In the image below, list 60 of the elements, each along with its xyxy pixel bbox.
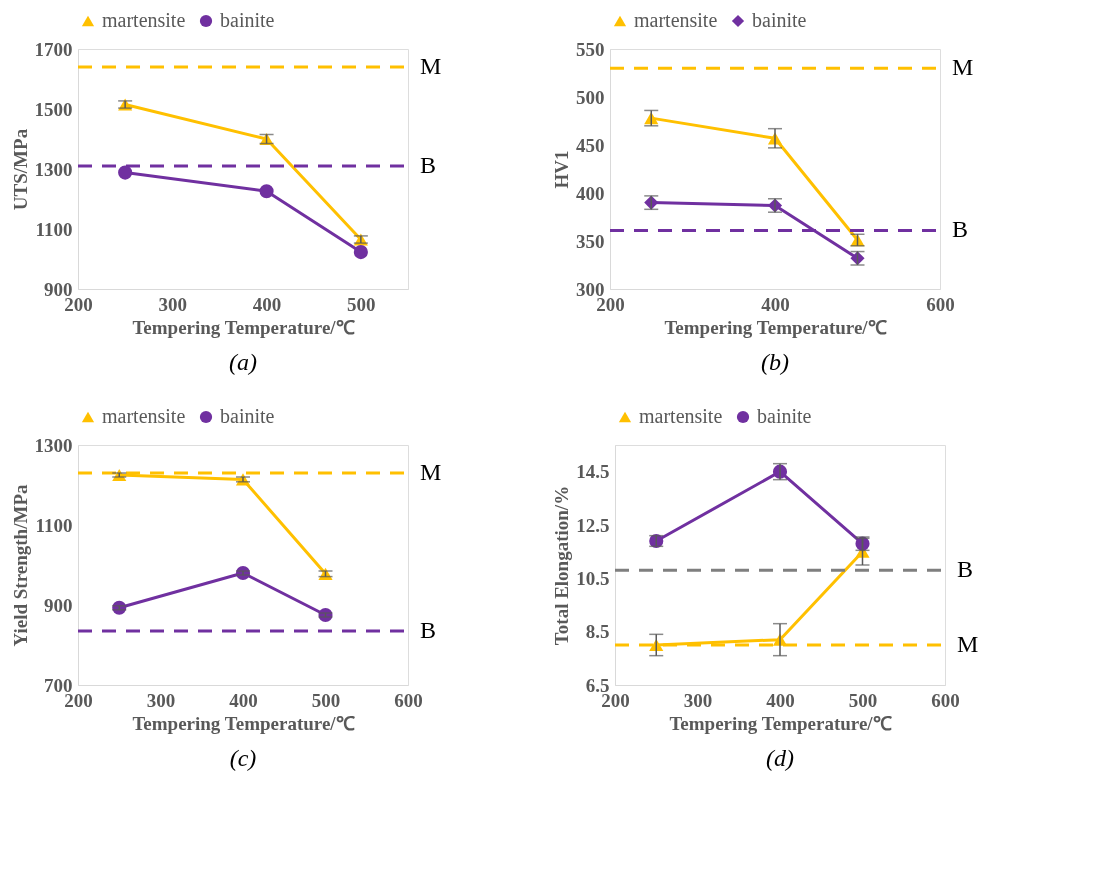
ref-line-label: B (420, 617, 437, 643)
x-tick-label: 400 (766, 689, 795, 711)
point (118, 165, 133, 180)
text: (d) (766, 745, 794, 771)
ref-line-label: M (952, 54, 974, 81)
ref-line-label: M (420, 459, 442, 485)
point (353, 245, 368, 260)
text: (c) (229, 745, 257, 771)
y-axis-title: Total Elongation/% (551, 485, 573, 646)
y-tick-label: 900 (44, 594, 73, 616)
x-tick-label: 300 (146, 689, 176, 711)
x-tick-label: 500 (311, 689, 341, 711)
x-axis-title: Tempering Temperature/℃ (664, 316, 887, 338)
y-tick-label: 1300 (34, 434, 73, 456)
text: (a) (229, 349, 257, 375)
x-axis-title: Tempering Temperature/℃ (132, 316, 355, 338)
y-tick-label: 350 (576, 230, 605, 252)
y-tick-label: 500 (576, 86, 605, 108)
legend-label: bainite (220, 9, 275, 31)
y-axis-title: HV1 (551, 150, 572, 189)
ref-line-label: M (957, 631, 979, 657)
y-axis-title: UTS/MPa (9, 128, 31, 211)
y-tick-label: 14.5 (576, 461, 610, 483)
y-tick-label: 10.5 (576, 567, 610, 589)
ref-line-label: M (420, 53, 442, 79)
x-tick-label: 400 (229, 689, 258, 711)
legend-label: bainite (752, 9, 807, 31)
x-tick-label: 400 (761, 293, 790, 315)
legend-label: martensite (102, 405, 186, 427)
x-tick-label: 600 (926, 293, 955, 315)
x-tick-label: 300 (683, 689, 713, 711)
text: (b) (761, 349, 789, 375)
ref-line-label: B (420, 152, 437, 178)
legend-label: martensite (634, 9, 718, 31)
legend-label: martensite (639, 405, 723, 427)
x-tick-label: 300 (158, 293, 188, 315)
y-tick-label: 1100 (35, 514, 73, 536)
ref-line-label: B (957, 556, 974, 583)
x-tick-label: 600 (394, 689, 423, 711)
point (259, 184, 274, 199)
x-tick-label: 500 (848, 689, 878, 711)
y-tick-label: 1500 (34, 98, 73, 120)
y-tick-label: 1700 (34, 38, 73, 60)
x-tick-label: 600 (931, 689, 960, 711)
y-tick-label: 1100 (35, 218, 73, 240)
y-tick-label: 1300 (34, 158, 73, 180)
x-axis-title: Tempering Temperature/℃ (669, 712, 892, 734)
x-tick-label: 400 (252, 293, 282, 315)
y-tick-label: 400 (576, 182, 605, 204)
y-axis-title: Yield Strength/MPa (9, 484, 31, 647)
y-tick-label: 8.5 (585, 621, 610, 643)
legend-label: bainite (220, 405, 275, 427)
y-tick-label: 450 (576, 134, 605, 156)
y-tick-label: 12.5 (576, 514, 610, 536)
x-axis-title: Tempering Temperature/℃ (132, 712, 355, 734)
ref-line-label: B (952, 216, 969, 243)
legend-label: bainite (757, 405, 812, 427)
y-tick-label: 550 (576, 38, 605, 60)
legend-label: martensite (102, 9, 186, 31)
x-tick-label: 500 (347, 293, 376, 315)
